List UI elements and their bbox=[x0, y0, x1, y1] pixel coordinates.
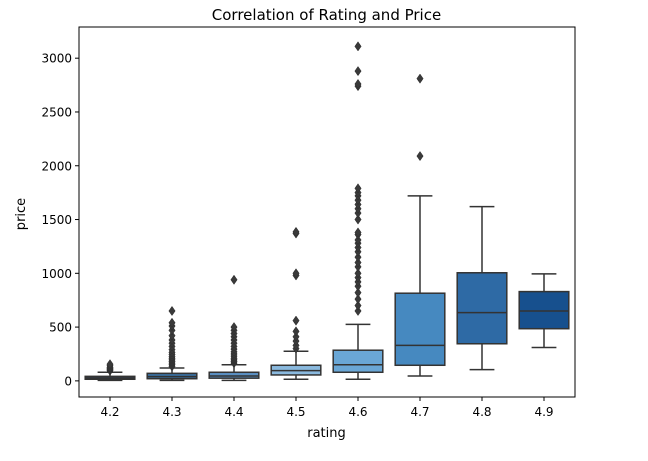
outlier-point bbox=[168, 330, 176, 341]
outlier-point bbox=[106, 359, 114, 370]
x-tick-label: 4.2 bbox=[100, 405, 119, 419]
x-tick-label: 4.3 bbox=[162, 405, 181, 419]
outlier-point bbox=[354, 305, 362, 316]
outlier-point bbox=[354, 78, 362, 90]
y-tick-label: 1000 bbox=[41, 267, 72, 281]
y-tick-label: 1500 bbox=[41, 213, 72, 227]
box-4.4 bbox=[208, 371, 260, 379]
outlier-point bbox=[354, 294, 362, 305]
outlier-point bbox=[292, 315, 300, 326]
outlier-point bbox=[292, 331, 300, 342]
outlier-point bbox=[354, 268, 362, 279]
y-tick-label: 2500 bbox=[41, 105, 72, 119]
outlier-point bbox=[354, 227, 362, 238]
y-tick-label: 2000 bbox=[41, 159, 72, 173]
y-tick-label: 0 bbox=[64, 374, 72, 388]
plot-area: 0 500 1000 1500 2000 2500 3000 4.2 4.3 4.4 4.5 4.6 4… bbox=[41, 26, 576, 419]
outlier-point bbox=[168, 305, 176, 316]
box-4.8 bbox=[456, 272, 508, 345]
x-axis-label: rating bbox=[307, 426, 346, 441]
outlier-point bbox=[354, 214, 362, 225]
outlier-point bbox=[230, 322, 238, 333]
outlier-point bbox=[292, 268, 300, 279]
outlier-point bbox=[354, 183, 362, 194]
outlier-point bbox=[354, 257, 362, 268]
outlier-point bbox=[354, 234, 362, 246]
box-4.7 bbox=[394, 292, 446, 367]
x-tick-label: 4.4 bbox=[224, 405, 243, 419]
y-tick-label: 500 bbox=[49, 321, 72, 335]
outlier-point bbox=[354, 41, 362, 52]
outlier-point bbox=[292, 326, 300, 337]
x-tick-label: 4.5 bbox=[286, 405, 305, 419]
outlier-point bbox=[354, 300, 362, 311]
outlier-point bbox=[168, 317, 176, 328]
plot-frame bbox=[78, 26, 576, 398]
outlier-point bbox=[354, 252, 362, 263]
box-4.6 bbox=[332, 349, 384, 374]
outlier-point bbox=[416, 151, 424, 162]
outlier-point bbox=[354, 66, 362, 77]
box-4.9 bbox=[518, 290, 570, 330]
x-tick-label: 4.7 bbox=[410, 405, 429, 419]
outlier-point bbox=[354, 287, 362, 298]
chart-title: Correlation of Rating and Price bbox=[212, 6, 441, 24]
outlier-point bbox=[292, 226, 300, 237]
outlier-point bbox=[416, 73, 424, 84]
x-tick-label: 4.9 bbox=[534, 405, 553, 419]
y-axis-label: price bbox=[14, 198, 29, 230]
outlier-point bbox=[230, 274, 238, 285]
x-tick-label: 4.6 bbox=[348, 405, 367, 419]
x-tick-label: 4.8 bbox=[472, 405, 491, 419]
y-tick-label: 3000 bbox=[41, 52, 72, 66]
